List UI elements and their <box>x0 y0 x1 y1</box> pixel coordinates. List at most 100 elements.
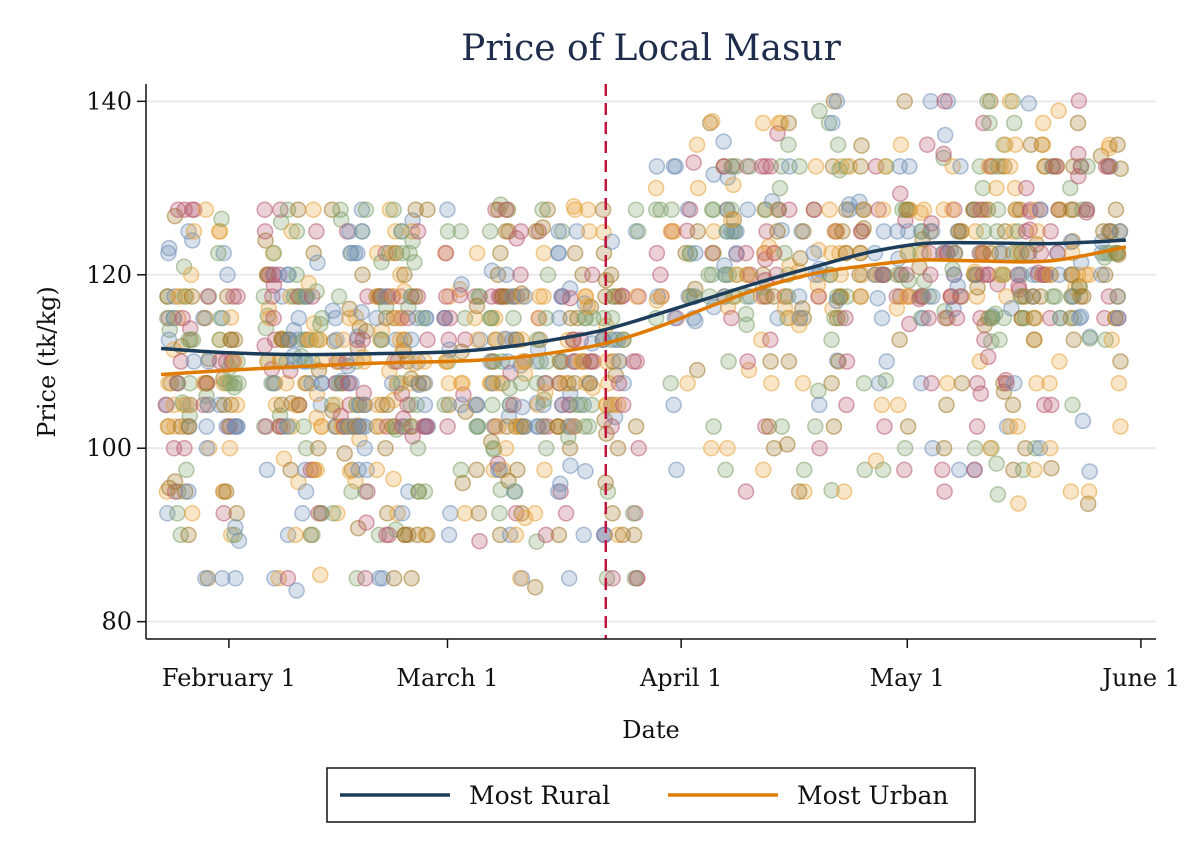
scatter-point <box>1070 168 1087 185</box>
scatter-point <box>562 289 579 307</box>
scatter-point <box>374 570 391 587</box>
scatter-point <box>572 396 589 414</box>
scatter-point <box>1046 288 1064 305</box>
scatter-point <box>308 461 325 479</box>
scatter-point <box>451 287 469 304</box>
scatter-point <box>505 309 522 327</box>
scatter-point <box>526 579 544 596</box>
scatter-point <box>652 266 669 284</box>
scatter-point <box>483 309 500 327</box>
scatter-point <box>1096 266 1114 284</box>
scatter-point <box>516 509 534 527</box>
scatter-point <box>689 179 707 197</box>
scatter-point <box>385 470 402 488</box>
scatter-point <box>210 244 227 262</box>
scatter-point <box>416 483 434 500</box>
scatter-point <box>1074 412 1092 430</box>
scatter-point <box>228 505 245 522</box>
scatter-point <box>838 288 856 305</box>
scatter-point <box>856 461 873 479</box>
scatter-point <box>821 201 838 218</box>
scatter-point <box>403 331 420 349</box>
y-tick-label: 120 <box>86 261 132 289</box>
scatter-point <box>507 483 524 500</box>
scatter-point <box>539 201 556 218</box>
scatter-point <box>278 418 296 435</box>
scatter-point <box>562 457 579 474</box>
scatter-point <box>498 266 515 284</box>
scatter-point <box>403 570 420 587</box>
scatter-point <box>870 201 887 218</box>
scatter-point <box>1100 288 1118 305</box>
scatter-point <box>899 418 917 435</box>
scatter-point <box>303 288 321 305</box>
scatter-point <box>918 136 936 153</box>
scatter-point <box>419 331 436 349</box>
scatter-point <box>1032 201 1049 218</box>
scatter-point <box>418 418 435 435</box>
scatter-point <box>368 244 386 262</box>
x-tick-label: February 1 <box>162 664 296 692</box>
scatter-point <box>688 136 706 153</box>
scatter-point <box>290 309 308 327</box>
scatter-point <box>439 223 457 240</box>
scatter-point <box>378 526 395 544</box>
scatter-point <box>790 288 808 305</box>
scatter-point <box>1009 418 1026 435</box>
scatter-point <box>805 244 823 262</box>
scatter-point <box>217 483 235 500</box>
scatter-point <box>1006 136 1024 153</box>
scatter-point <box>169 309 187 327</box>
series-lines <box>160 238 1127 377</box>
scatter-point <box>538 439 555 457</box>
scatter-point <box>313 374 331 392</box>
scatter-point <box>409 223 427 240</box>
scatter-point <box>437 244 455 262</box>
scatter-point <box>526 505 544 522</box>
scatter-point <box>703 201 721 218</box>
scatter-point <box>739 353 756 370</box>
scatter-point <box>949 277 967 295</box>
x-tick-label: June 1 <box>1099 664 1180 692</box>
scatter-points <box>157 92 1129 599</box>
scatter-point <box>198 439 216 457</box>
scatter-point <box>470 505 488 522</box>
scatter-point <box>354 331 372 349</box>
scatter-point <box>648 158 666 175</box>
scatter-point <box>1070 145 1087 163</box>
scatter-point <box>197 570 214 587</box>
scatter-point <box>357 201 375 218</box>
scatter-point <box>900 223 917 240</box>
scatter-point <box>226 353 243 370</box>
scatter-point <box>629 223 647 240</box>
scatter-point <box>841 158 858 175</box>
scatter-point <box>896 93 913 110</box>
scatter-point <box>512 374 530 392</box>
scatter-point <box>780 353 798 370</box>
scatter-point <box>383 374 401 392</box>
y-tick-label: 80 <box>101 608 132 636</box>
scatter-point <box>852 158 869 175</box>
scatter-point <box>403 288 420 305</box>
scatter-point <box>915 288 932 305</box>
scatter-point <box>183 288 201 305</box>
scatter-point <box>575 526 592 544</box>
scatter-point <box>807 158 825 175</box>
scatter-point <box>215 244 232 262</box>
scatter-point <box>417 309 435 327</box>
scatter-point <box>877 158 894 175</box>
scatter-point <box>653 288 670 305</box>
scatter-point <box>169 374 186 392</box>
scatter-point <box>514 398 531 416</box>
scatter-point <box>211 396 228 414</box>
scatter-point <box>490 418 507 435</box>
scatter-point <box>757 201 775 218</box>
scatter-point <box>703 439 720 457</box>
scatter-point <box>773 418 790 435</box>
scatter-point <box>725 176 742 194</box>
scatter-point <box>869 289 886 307</box>
scatter-point <box>332 201 349 218</box>
scatter-point <box>936 93 953 110</box>
scatter-point <box>1025 309 1042 327</box>
scatter-point <box>1050 102 1067 120</box>
